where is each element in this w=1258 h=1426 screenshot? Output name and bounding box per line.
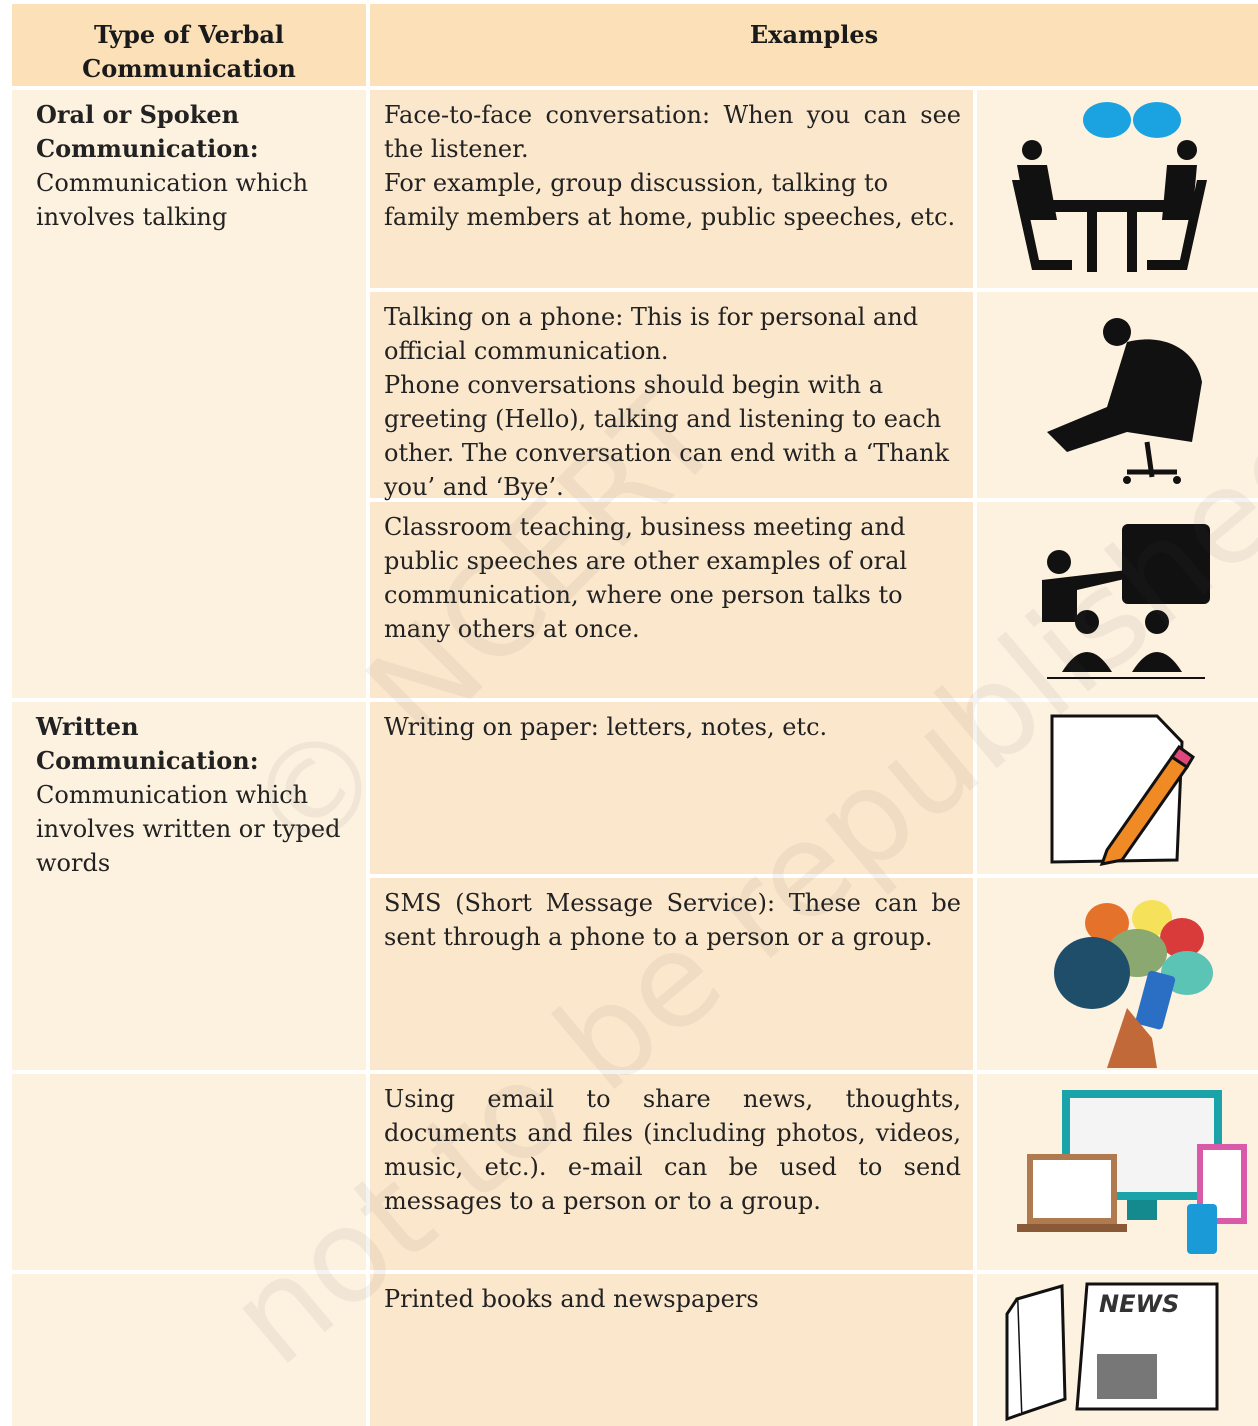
example-text: Using email to share news, thoughts, doc… [384,1085,961,1215]
example-text: SMS (Short Message Service): These can b… [384,889,961,951]
email-icon [1017,1090,1247,1254]
icon-cell: NEWS [977,1274,1258,1426]
sms-icon [1054,900,1213,1068]
example-cell: Talking on a phone: This is for personal… [370,292,973,501]
example-cell: SMS (Short Message Service): These can b… [370,878,973,1070]
example-cell: Face-to-face conversation: When you can … [370,90,973,288]
header-type: Type of Verbal Communication [12,4,366,86]
group-description: Communication which involves written or … [36,781,341,877]
icon-cell [977,90,1258,288]
group-cell: Oral or Spoken Communication: Communicat… [12,90,366,698]
paper-icon [1050,714,1195,866]
icon-cell [977,502,1258,698]
example-text: Phone conversations should begin with a … [384,371,949,501]
phone-icon [1047,318,1202,484]
example-text: Printed books and newspapers [384,1285,759,1313]
classroom-icon [1042,524,1210,679]
group-cell [12,1274,366,1426]
icon-cell [977,878,1258,1070]
header-examples: Examples [370,4,1258,86]
group-cell: Written Communication: Communication whi… [12,702,366,1070]
meeting-icon [1012,102,1207,272]
group-title: Written Communication: [36,712,259,775]
example-text: Face-to-face conversation: When you can … [384,101,961,163]
group-title: Oral or Spoken Communication: [36,100,259,163]
group-description: Communication which involves talking [36,169,309,231]
example-text: For example, group discussion, talking t… [384,169,956,231]
example-cell: Writing on paper: letters, notes, etc. [370,702,973,874]
example-text: Writing on paper: letters, notes, etc. [384,713,828,741]
example-text: Classroom teaching, business meeting and… [384,513,908,643]
icon-cell [977,292,1258,498]
example-text: Talking on a phone: This is for personal… [384,303,919,365]
icon-label: NEWS [1099,1290,1179,1318]
group-cell [12,1074,366,1270]
example-cell: Printed books and newspapers [370,1274,973,1426]
icon-cell [977,1074,1258,1270]
example-cell: Using email to share news, thoughts, doc… [370,1074,973,1270]
icon-cell [977,702,1258,874]
news-icon: NEWS [1005,1282,1219,1422]
example-cell: Classroom teaching, business meeting and… [370,502,973,698]
